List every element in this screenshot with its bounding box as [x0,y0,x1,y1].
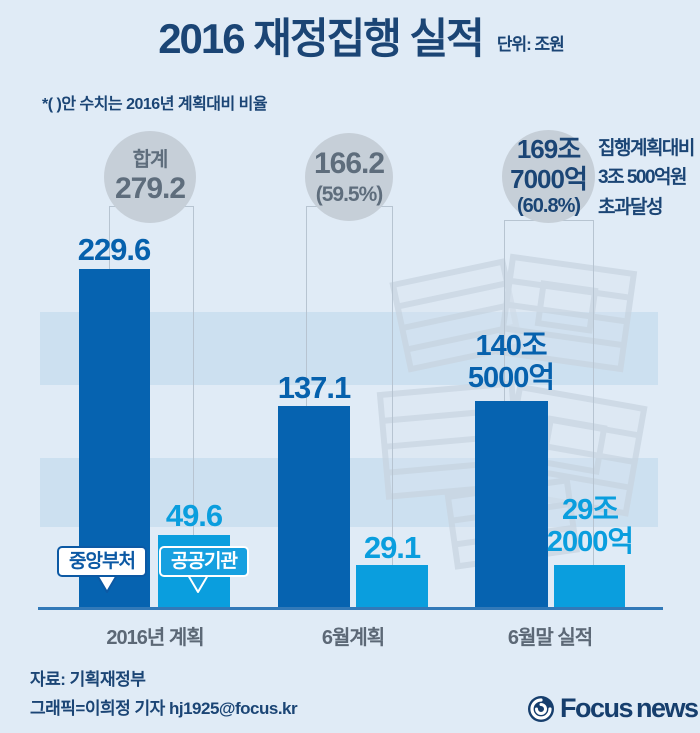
x-axis-line [38,607,663,610]
bar-central-june-actual [475,401,548,608]
value-label-central-june-actual: 140조 5000억 [451,330,571,395]
legend-central-tail [96,574,118,593]
value-line: 2000억 [546,525,634,558]
focusnews-logo: Focus news [527,693,699,724]
bracket-2-left [306,206,307,407]
total-bubble-value-line1: 169조 [516,133,581,164]
bracket-2-right [392,206,393,567]
value-label-public-june-actual: 29조 2000억 [530,494,650,559]
total-bubble-ratio: (60.8%) [516,195,581,218]
total-bubble-label: 합계 [132,148,169,171]
total-bubble-value-line2: 7000억 [510,163,588,194]
header: 2016 재정집행 실적 단위: 조원 [0,15,700,62]
focusnews-wordmark: Focus news [560,693,699,724]
category-june-plan: 6월계획 [321,627,385,649]
value-label-public-plan2016: 49.6 [165,498,223,533]
bracket-1-right [193,206,194,535]
logo-suffix: news [636,693,699,723]
page-title: 2016 재정집행 실적 [158,15,485,62]
bar-public-june-plan [356,565,428,608]
category-plan2016: 2016년 계획 [106,627,204,649]
footnote: *( )안 수치는 2016년 계획대비 비율 [42,96,268,113]
credit-text: 그래픽=이희정 기자 hj1925@focus.kr [30,699,298,718]
annotation-line: 3조 500억원 [598,167,688,189]
value-label-public-june-plan: 29.1 [363,530,421,565]
value-label-central-june-plan: 137.1 [277,370,352,405]
value-line: 140조 [475,330,547,362]
category-june-actual: 6월말 실적 [507,627,593,649]
total-bubble-value: 166.2 [313,147,385,181]
annotation-line: 초과달성 [598,196,663,218]
value-label-central-plan2016: 229.6 [77,232,152,267]
bracket-1-left [109,206,110,269]
legend-public-institutions: 공공기관 [159,546,249,577]
unit-label: 단위: 조원 [496,35,565,55]
value-line: 29조 [562,494,619,526]
total-bubble-june-actual: 169조 7000억 (60.8%) [502,130,595,223]
bar-public-june-actual [554,565,625,608]
value-line: 5000억 [467,361,555,394]
total-bubble-value: 279.2 [114,171,186,205]
bar-central-june-plan [278,406,350,608]
achievement-annotation: 집행계획대비 3조 500억원 초과달성 [598,134,700,222]
bracket-3-left [504,220,505,401]
total-bubble-plan2016: 합계 279.2 [104,131,196,223]
legend-public-tail [187,574,209,593]
total-bubble-ratio: (59.5%) [315,182,384,206]
source-text: 자료: 기획재정부 [30,670,146,689]
bracket-3-right [593,220,594,567]
legend-central-ministries: 중앙부처 [57,546,147,577]
focusnews-swirl-icon [528,695,554,722]
total-bubble-june-plan: 166.2 (59.5%) [305,133,393,221]
annotation-line: 집행계획대비 [598,138,695,159]
logo-prefix: Focus [560,693,634,723]
